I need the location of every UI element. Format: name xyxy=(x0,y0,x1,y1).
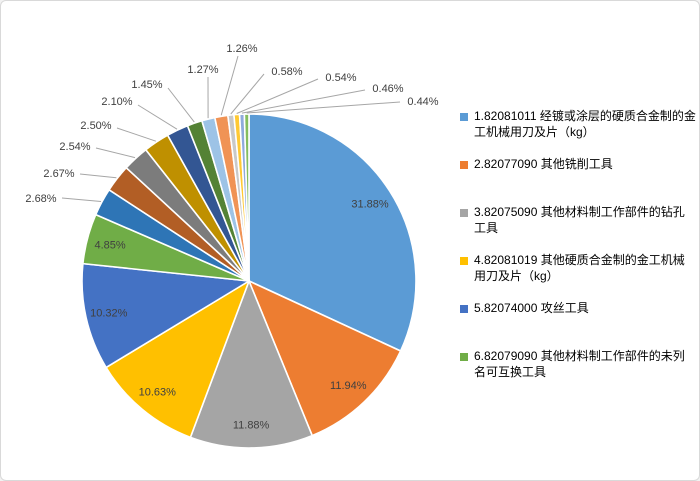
pie-slice-label-15: 0.54% xyxy=(325,72,356,84)
chart-legend: 1.82081011 经镀或涂层的硬质合金制的金工机械用刀及片（kg） 2.820… xyxy=(460,109,696,397)
leader-line-9 xyxy=(116,127,157,142)
leader-line-10 xyxy=(137,104,178,130)
pie-slice-label-0: 31.88% xyxy=(351,199,389,211)
leader-line-13 xyxy=(220,55,239,116)
leader-line-8 xyxy=(95,147,136,159)
pie-slice-label-17: 0.44% xyxy=(407,96,438,108)
pie-slice-1[interactable] xyxy=(248,280,402,437)
legend-label: 3.82075090 其他材料制工作部件的钻孔工具 xyxy=(474,205,685,235)
pie-slice-label-2: 11.88% xyxy=(233,420,270,432)
legend-item-1[interactable]: 1.82081011 经镀或涂层的硬质合金制的金工机械用刀及片（kg） xyxy=(460,109,696,157)
legend-item-5[interactable]: 5.82074000 攻丝工具 xyxy=(460,301,696,349)
pie-slice-label-14: 0.58% xyxy=(271,66,302,78)
pie-slice-label-3: 10.63% xyxy=(139,387,177,399)
leader-line-17 xyxy=(246,101,401,114)
leader-line-6 xyxy=(61,197,102,202)
pie-slice-17[interactable] xyxy=(243,113,250,282)
legend-label: 6.82079090 其他材料制工作部件的未列名可互换工具 xyxy=(474,349,685,379)
pie-slice-2[interactable] xyxy=(189,280,313,449)
legend-marker-icon xyxy=(460,161,468,169)
legend-label: 5.82074000 攻丝工具 xyxy=(474,301,589,315)
pie-slice-label-9: 2.50% xyxy=(80,120,111,132)
leader-line-11 xyxy=(167,87,195,123)
pie-slice-label-8: 2.54% xyxy=(59,141,90,153)
leader-line-7 xyxy=(79,173,117,179)
pie-slice-label-6: 2.68% xyxy=(25,193,56,205)
legend-label: 1.82081011 经镀或涂层的硬质合金制的金工机械用刀及片（kg） xyxy=(474,109,696,139)
pie-slice-4[interactable] xyxy=(81,262,250,369)
legend-item-3[interactable]: 3.82075090 其他材料制工作部件的钻孔工具 xyxy=(460,205,696,253)
pie-slice-3[interactable] xyxy=(105,280,250,439)
legend-marker-icon xyxy=(460,209,468,217)
legend-marker-icon xyxy=(460,113,468,121)
legend-label: 2.82077090 其他铣削工具 xyxy=(474,157,613,171)
pie-slice-0[interactable] xyxy=(248,113,417,352)
legend-item-2[interactable]: 2.82077090 其他铣削工具 xyxy=(460,157,696,205)
legend-marker-icon xyxy=(460,305,468,313)
pie-slice-label-10: 2.10% xyxy=(101,96,132,108)
pie-slice-label-16: 0.46% xyxy=(372,83,403,95)
pie-slice-label-13: 1.26% xyxy=(226,43,257,55)
pie-slice-label-4: 10.32% xyxy=(90,307,128,319)
legend-marker-icon xyxy=(460,257,468,265)
pie-slice-label-11: 1.45% xyxy=(131,79,162,91)
leader-line-16 xyxy=(241,89,366,114)
pie-slice-label-5: 4.85% xyxy=(94,240,125,252)
legend-label: 4.82081019 其他硬质合金制的金工机械用刀及片（kg） xyxy=(474,253,685,283)
legend-item-6[interactable]: 6.82079090 其他材料制工作部件的未列名可互换工具 xyxy=(460,349,696,397)
legend-marker-icon xyxy=(460,353,468,361)
leader-line-15 xyxy=(236,78,319,114)
pie-slice-label-1: 11.94% xyxy=(330,380,367,392)
leader-line-14 xyxy=(230,73,265,115)
legend-item-4[interactable]: 4.82081019 其他硬质合金制的金工机械用刀及片（kg） xyxy=(460,253,696,301)
pie-slice-label-7: 2.67% xyxy=(43,168,74,180)
pie-slice-label-12: 1.27% xyxy=(187,64,218,76)
